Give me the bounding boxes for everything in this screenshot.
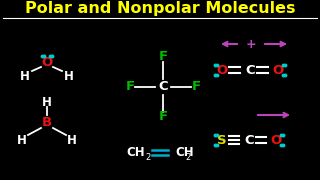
Text: O: O — [270, 134, 282, 147]
Text: S: S — [217, 134, 227, 147]
Text: H: H — [17, 134, 27, 147]
Text: F: F — [158, 111, 168, 123]
Text: 2: 2 — [185, 152, 191, 161]
Text: CH: CH — [126, 145, 145, 159]
Text: H: H — [67, 134, 77, 147]
Text: H: H — [64, 69, 74, 82]
Text: C: C — [244, 134, 254, 147]
Text: 2: 2 — [145, 152, 151, 161]
Text: Polar and Nonpolar Molecules: Polar and Nonpolar Molecules — [25, 1, 295, 17]
Text: O: O — [216, 64, 228, 76]
Text: C: C — [245, 64, 255, 76]
Text: C: C — [158, 80, 168, 93]
Text: H: H — [42, 96, 52, 109]
Text: CH: CH — [175, 145, 194, 159]
Text: H: H — [20, 69, 30, 82]
Text: F: F — [125, 80, 135, 93]
Text: F: F — [158, 51, 168, 64]
Text: O: O — [41, 55, 52, 69]
Text: +: + — [246, 37, 256, 51]
Text: F: F — [191, 80, 201, 93]
Text: B: B — [42, 116, 52, 129]
Text: O: O — [272, 64, 284, 76]
